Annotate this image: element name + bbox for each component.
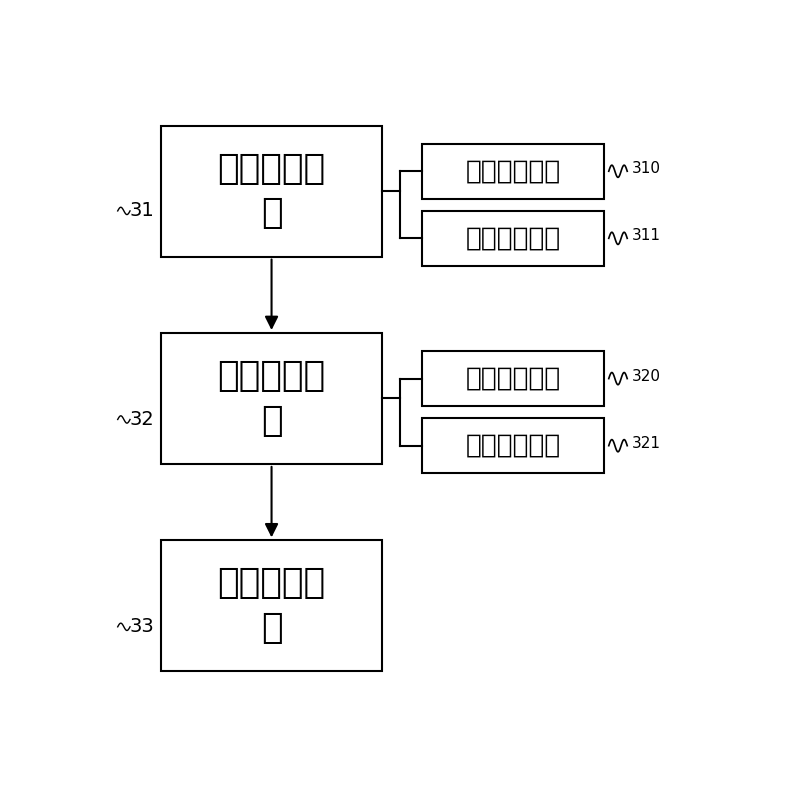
Text: 31: 31 (130, 201, 155, 220)
Bar (422, 351, 604, 406)
Text: 电量发送单元: 电量发送单元 (465, 432, 561, 459)
Text: 控制解锁模
块: 控制解锁模 块 (218, 566, 326, 645)
Text: 320: 320 (632, 369, 661, 383)
Text: 信息发送单元: 信息发送单元 (465, 158, 561, 185)
Bar (160, 540, 383, 672)
Text: 电量检测单元: 电量检测单元 (465, 366, 561, 391)
Text: 解锁确认单元: 解锁确认单元 (465, 226, 561, 251)
Text: 指纹输入模
块: 指纹输入模 块 (218, 152, 326, 230)
Text: 321: 321 (632, 436, 661, 451)
Bar (422, 418, 604, 473)
Bar (160, 125, 383, 257)
Bar (422, 144, 604, 199)
Bar (422, 211, 604, 266)
Bar (160, 333, 383, 464)
Text: 32: 32 (130, 410, 155, 429)
Text: 状态检测模
块: 状态检测模 块 (218, 359, 326, 438)
Text: 311: 311 (632, 228, 661, 243)
Text: 33: 33 (130, 617, 155, 636)
Text: 310: 310 (632, 162, 661, 177)
